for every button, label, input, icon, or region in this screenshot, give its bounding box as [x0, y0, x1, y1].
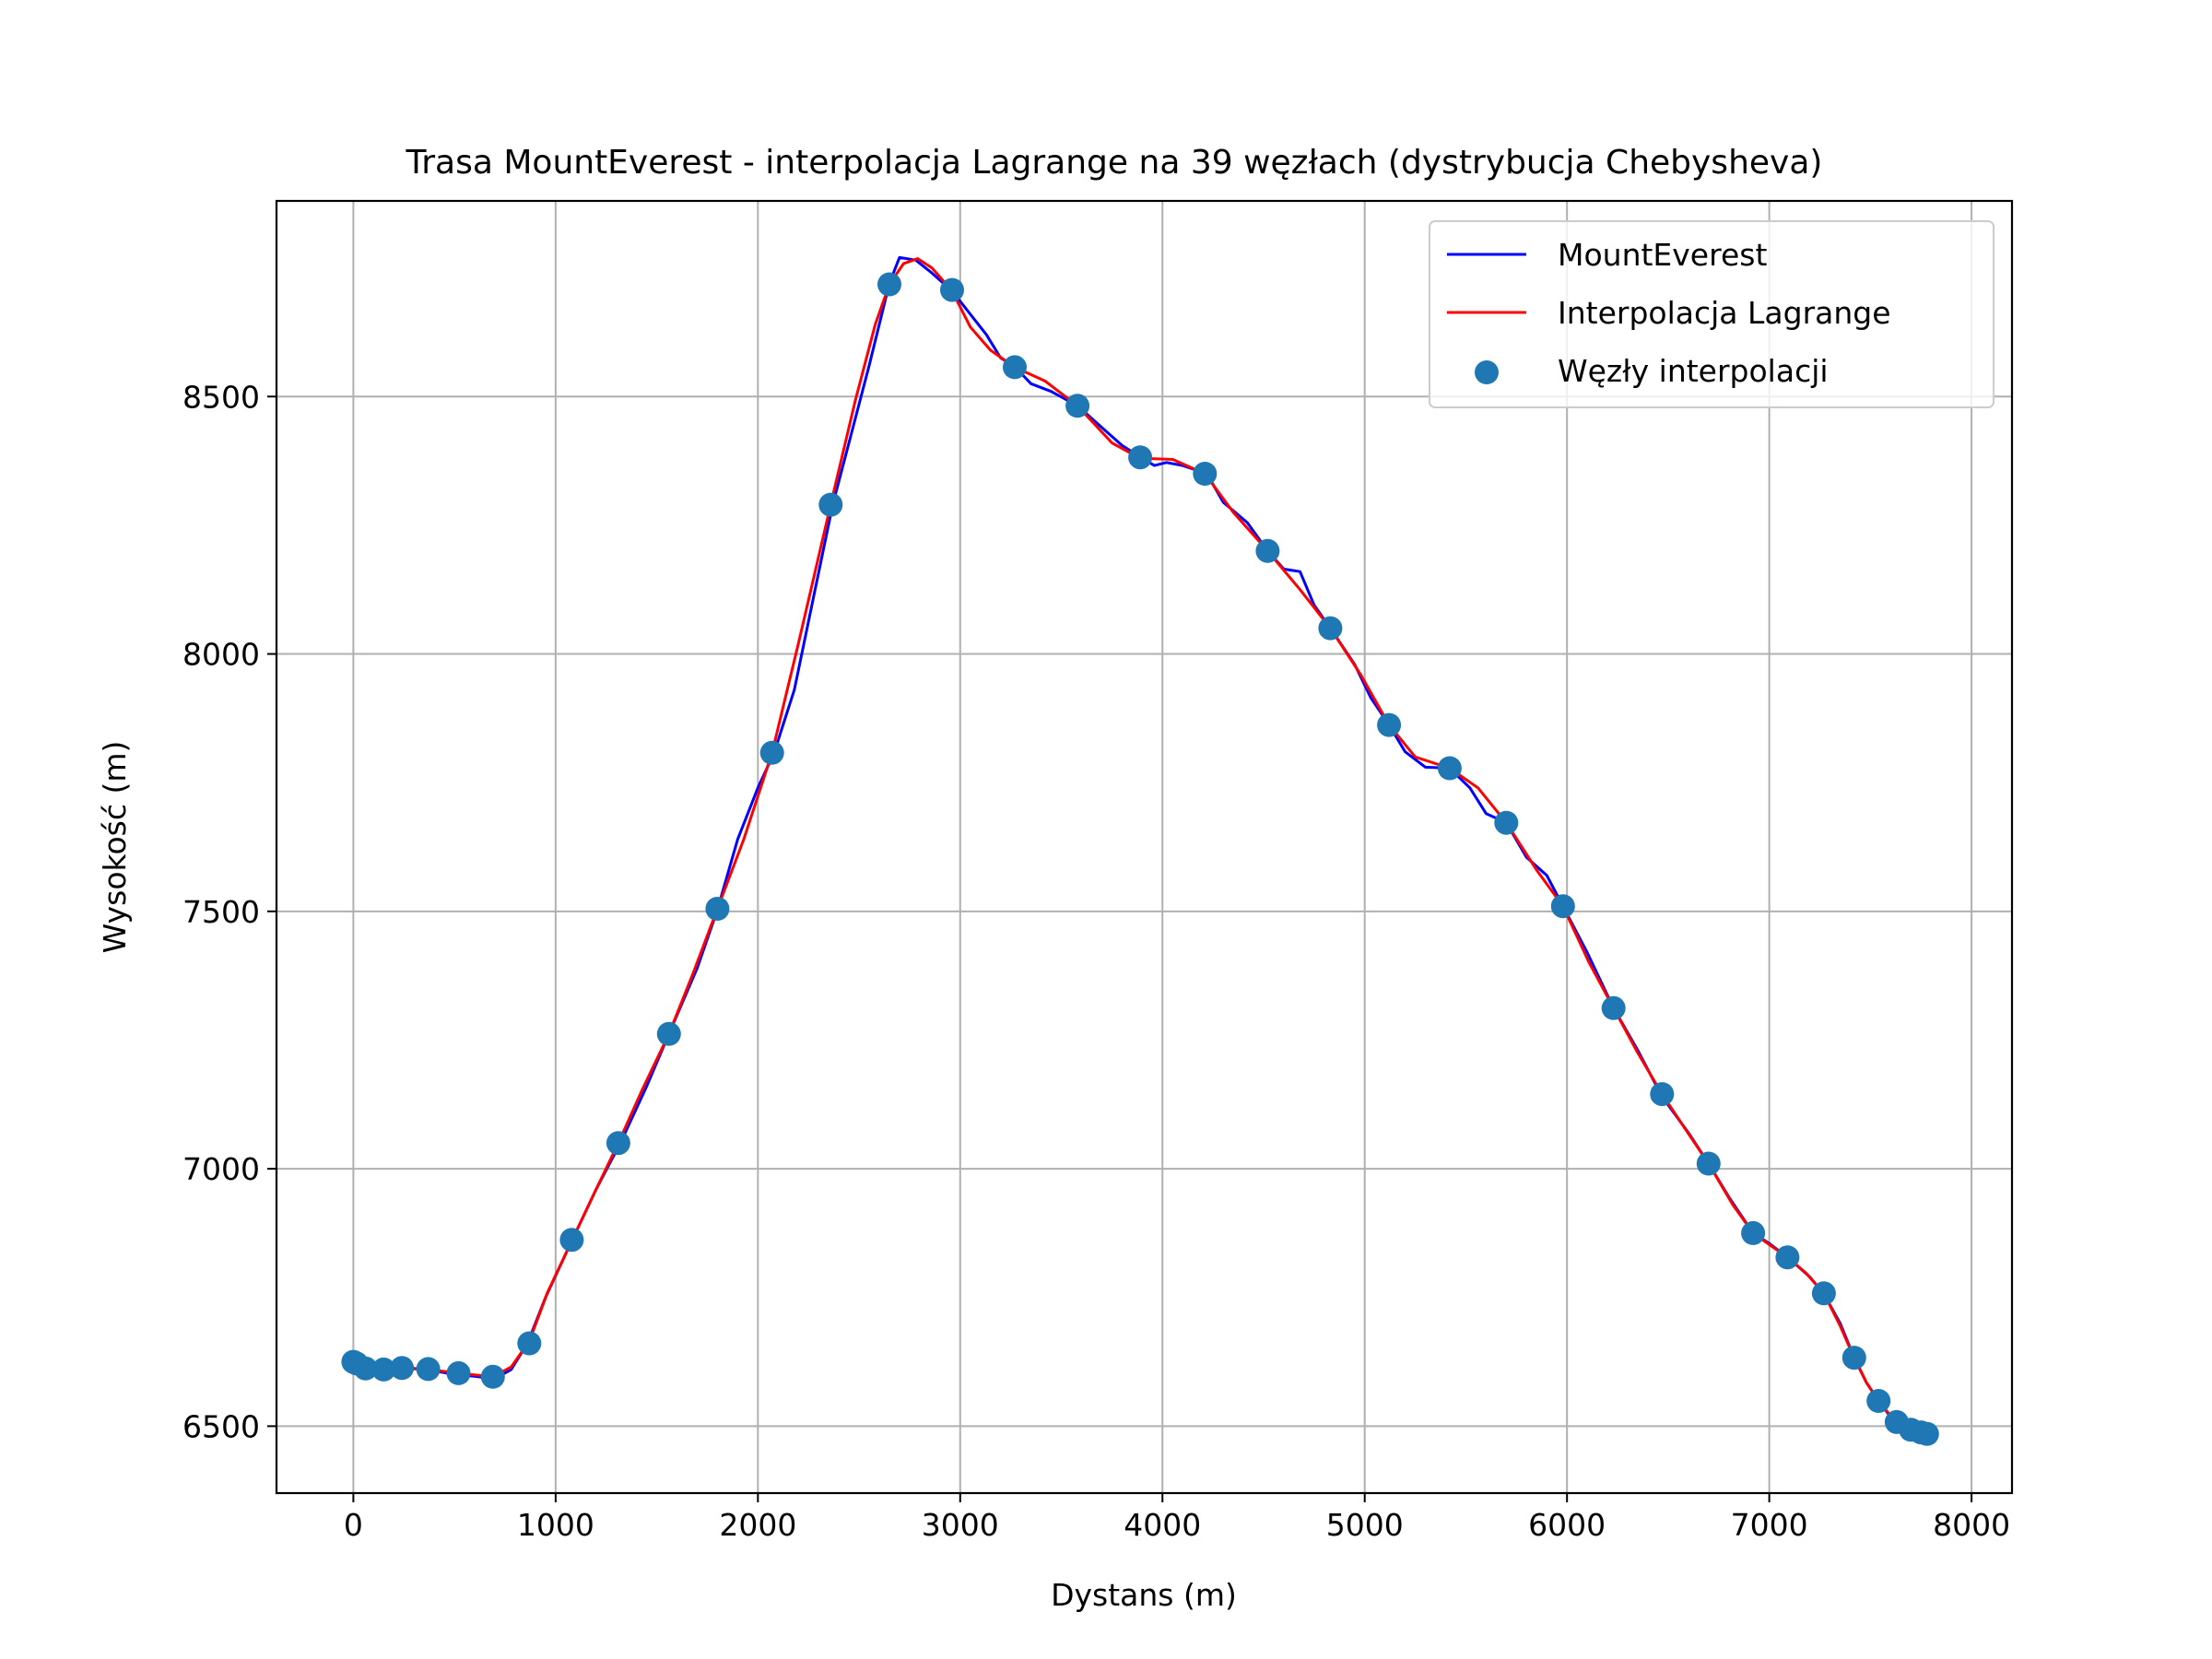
y-tick-label: 8500: [182, 379, 260, 415]
interpolation-nodes: [341, 272, 1939, 1446]
y-axis-label: Wysokość (m): [97, 741, 133, 954]
node-point: [1775, 1245, 1800, 1270]
node-point: [877, 272, 901, 297]
legend: MountEverest Interpolacja Lagrange Węzły…: [1429, 220, 1994, 408]
chart-title: Trasa MountEverest - interpolacja Lagran…: [406, 144, 1823, 182]
plot-frame: [275, 199, 2014, 1495]
node-point: [1696, 1151, 1721, 1176]
legend-label-nodes: Węzły interpolacji: [1558, 353, 1829, 389]
legend-label-mounteverest: MountEverest: [1558, 237, 1767, 273]
node-point: [1494, 810, 1519, 835]
grid: [276, 201, 2012, 1493]
node-point: [940, 277, 964, 302]
node-point: [517, 1331, 542, 1356]
node-point: [1255, 538, 1280, 563]
node-point: [1841, 1346, 1866, 1371]
x-tick-label: 7000: [1731, 1507, 1808, 1543]
legend-label-lagrange: Interpolacja Lagrange: [1558, 295, 1891, 331]
node-point: [480, 1364, 505, 1389]
node-point: [705, 897, 730, 921]
y-tick-label: 6500: [182, 1408, 260, 1444]
x-tick-label: 1000: [517, 1507, 594, 1543]
node-point: [1437, 756, 1462, 781]
x-tick-label: 3000: [922, 1507, 999, 1543]
x-axis-ticks: 0 1000 2000 3000 4000 5000 6000 7000 8000: [344, 1493, 2010, 1543]
x-tick-label: 4000: [1124, 1507, 1201, 1543]
node-point: [1866, 1389, 1891, 1413]
x-tick-label: 2000: [719, 1507, 796, 1543]
node-point: [606, 1131, 630, 1156]
y-tick-label: 8000: [182, 637, 260, 673]
x-tick-label: 0: [344, 1507, 363, 1543]
node-point: [416, 1357, 441, 1382]
node-point: [1003, 355, 1027, 380]
y-tick-label: 7500: [182, 894, 260, 930]
node-point: [1550, 894, 1575, 919]
legend-marker-nodes: [1475, 360, 1499, 384]
node-point: [1741, 1220, 1766, 1245]
node-point: [371, 1357, 396, 1382]
node-point: [1128, 445, 1153, 470]
node-point: [656, 1021, 681, 1046]
node-point: [353, 1356, 378, 1381]
node-point: [1065, 394, 1090, 418]
y-tick-label: 7000: [182, 1151, 260, 1187]
node-point: [1914, 1421, 1939, 1446]
node-point: [446, 1360, 471, 1385]
x-tick-label: 5000: [1326, 1507, 1404, 1543]
legend-frame: [1429, 220, 1994, 408]
node-point: [759, 740, 784, 765]
node-point: [1377, 712, 1402, 737]
node-point: [1601, 995, 1626, 1020]
x-tick-label: 8000: [1933, 1507, 2010, 1543]
node-point: [818, 492, 843, 517]
node-point: [1193, 462, 1218, 486]
node-point: [1318, 616, 1343, 641]
node-point: [1650, 1082, 1675, 1107]
x-axis-label: Dystans (m): [1051, 1577, 1237, 1613]
x-tick-label: 6000: [1528, 1507, 1606, 1543]
node-point: [1811, 1281, 1836, 1306]
y-axis-ticks: 6500 7000 7500 8000 8500: [182, 379, 276, 1444]
node-point: [390, 1356, 415, 1381]
node-point: [559, 1228, 584, 1253]
